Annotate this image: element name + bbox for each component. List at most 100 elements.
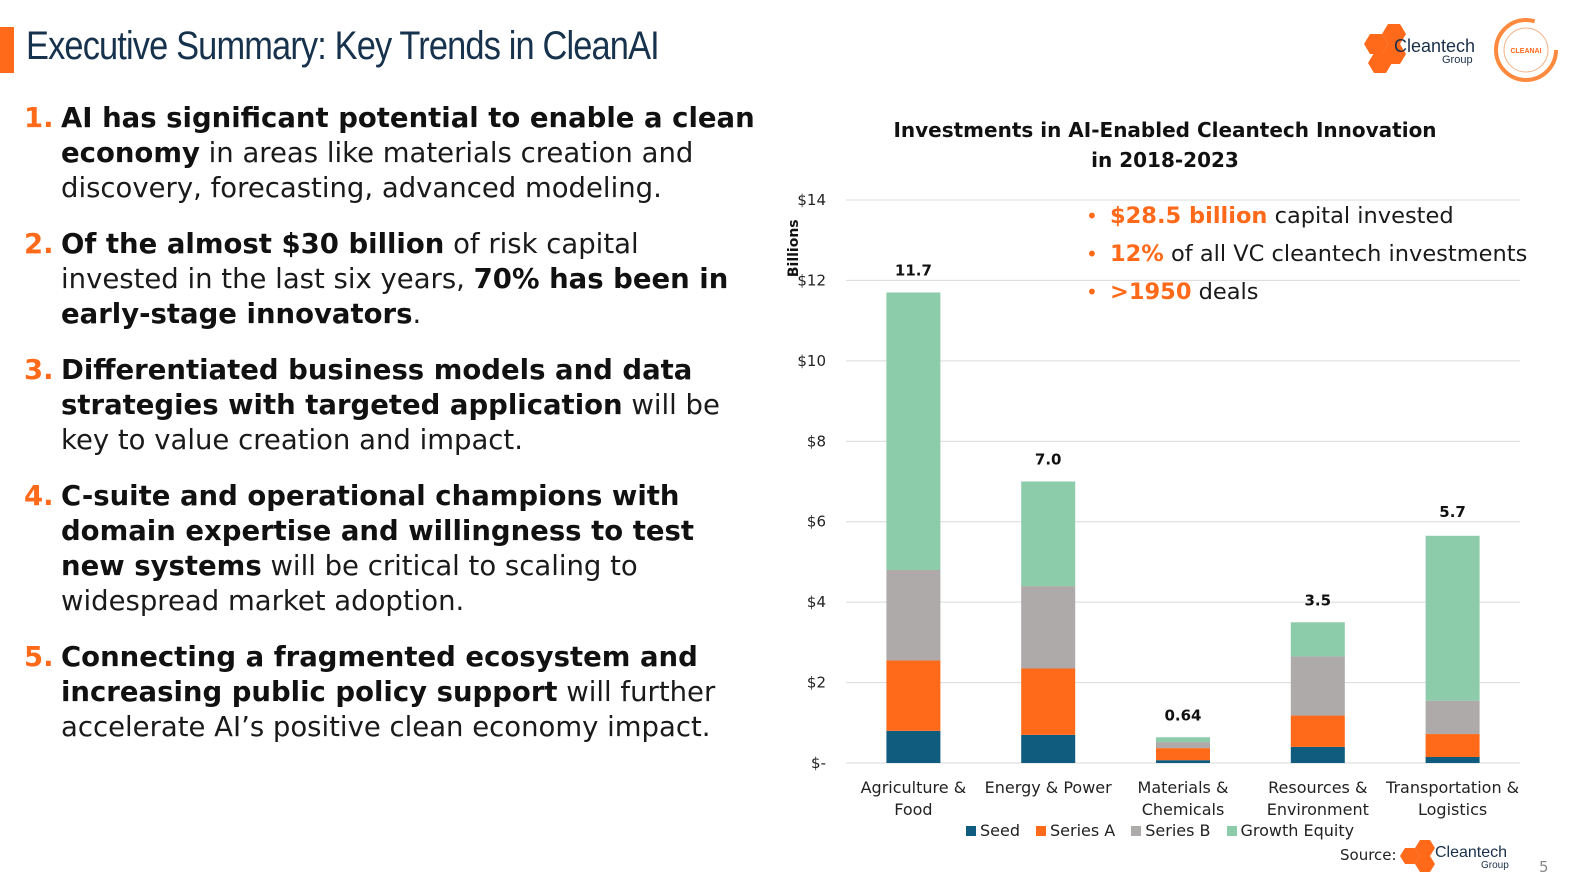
highlight-list: $28.5 billion capital invested 12% of al… xyxy=(1084,197,1527,311)
x-tick-label: Logistics xyxy=(1418,800,1487,819)
item-text: will be critical to scaling to widesprea… xyxy=(61,550,638,617)
legend-label: Series B xyxy=(1145,821,1211,840)
x-tick-label: Agriculture & xyxy=(861,778,967,797)
chart-title: Investments in AI-Enabled Cleantech Inno… xyxy=(893,118,1437,172)
y-tick-label: $12 xyxy=(797,271,826,289)
summary-item: 2. Of the almost $30 billion of risk capi… xyxy=(24,227,764,332)
data-label: 3.5 xyxy=(1305,591,1332,609)
item-number: 2. xyxy=(24,228,54,260)
item-bold: AI has significant potential to enable a… xyxy=(61,102,755,169)
x-tick-label: Energy & Power xyxy=(985,778,1112,797)
item-text: . xyxy=(412,298,422,330)
y-tick-label: $- xyxy=(811,754,826,772)
legend-swatch xyxy=(1131,826,1142,836)
bar-growth-equity xyxy=(1021,481,1076,587)
bar-series-a xyxy=(886,660,941,731)
bar-growth-equity xyxy=(886,292,941,570)
bar-seed xyxy=(1425,756,1480,763)
source-cleantech-logo: Cleantech Group xyxy=(1400,840,1509,872)
data-label: 0.64 xyxy=(1164,706,1201,724)
legend-item: Series B xyxy=(1131,821,1211,840)
legend-label: Seed xyxy=(980,821,1020,840)
hexagon-logo-icon xyxy=(1364,24,1406,73)
bar-series-a xyxy=(1425,734,1480,757)
logo-subtext: Group xyxy=(1442,54,1473,66)
x-tick-label: Resources & xyxy=(1268,778,1367,797)
highlight-text: of all VC cleantech investments xyxy=(1163,241,1528,267)
item-number: 3. xyxy=(24,354,54,386)
y-tick-label: $8 xyxy=(807,432,826,450)
item-text: will further accelerate AI’s positive cl… xyxy=(61,676,716,743)
y-axis-label: Billions xyxy=(786,219,802,277)
x-tick-label: Environment xyxy=(1267,800,1369,819)
item-number: 5. xyxy=(24,641,54,673)
bar-series-b xyxy=(1021,586,1076,669)
item-bold: Connecting a fragmented ecosystem and in… xyxy=(61,641,698,708)
highlight-value: 12% xyxy=(1110,241,1164,267)
highlight-value: >1950 xyxy=(1110,279,1192,305)
legend-item: Seed xyxy=(966,821,1020,840)
bar-series-a xyxy=(1290,715,1345,747)
bar-growth-equity xyxy=(1156,737,1210,743)
highlight-item: >1950 deals xyxy=(1084,273,1527,311)
x-tick-label: Chemicals xyxy=(1142,800,1225,819)
title-accent-bar xyxy=(0,27,14,73)
stacked-bar-chart: $- $2 $4 $6 $8 $10 $12 $14 Billions 11.7 Agricultu… xyxy=(786,191,1520,819)
y-tick-label: $14 xyxy=(797,191,826,209)
highlight-value: $28.5 billion xyxy=(1110,203,1268,229)
item-bold: Of the almost $30 billion xyxy=(61,228,445,260)
item-bold: Differentiated business models and data … xyxy=(61,354,693,421)
highlight-text: deals xyxy=(1191,279,1259,305)
bar-seed xyxy=(1290,746,1345,763)
legend-swatch xyxy=(1226,826,1237,836)
data-label: 5.7 xyxy=(1439,503,1466,521)
source-logo-text: Cleantech xyxy=(1435,844,1507,861)
bar-series-b xyxy=(886,569,941,661)
source-logo-subtext: Group xyxy=(1481,860,1509,871)
legend-swatch xyxy=(966,826,976,836)
item-number: 1. xyxy=(24,102,54,134)
data-label: 7.0 xyxy=(1035,451,1062,469)
y-tick-label: $2 xyxy=(807,674,826,692)
data-label: 11.7 xyxy=(895,261,932,279)
item-text: of risk capital invested in the last six… xyxy=(61,228,639,295)
item-number: 4. xyxy=(24,480,54,512)
item-bold: C-suite and operational champions with d… xyxy=(61,480,695,582)
summary-item: 1. AI has significant potential to enable… xyxy=(24,101,764,206)
x-tick-label: Food xyxy=(894,800,932,819)
highlight-item: $28.5 billion capital invested xyxy=(1084,197,1527,235)
source-label: Source: xyxy=(1340,846,1397,864)
summary-item: 3. Differentiated business models and dat… xyxy=(24,353,764,458)
highlight-item: 12% of all VC cleantech investments xyxy=(1084,235,1527,273)
bar-seed xyxy=(1021,734,1076,763)
item-text: will be key to value creation and impact… xyxy=(61,389,720,456)
bar-series-a xyxy=(1156,748,1210,761)
legend-swatch xyxy=(1036,826,1046,836)
chart-legend: Seed Series A Series B Growth Equity xyxy=(966,821,1370,840)
bar-seed xyxy=(1156,760,1210,763)
cleantech-logo: Cleantech Group CLEANAI xyxy=(1364,18,1558,82)
bar-seed xyxy=(886,730,941,763)
legend-label: Growth Equity xyxy=(1240,821,1355,840)
summary-list: 1. AI has significant potential to enable… xyxy=(24,101,764,766)
item-text: in areas like materials creation and dis… xyxy=(61,137,694,204)
legend-item: Growth Equity xyxy=(1226,821,1355,840)
x-tick-label: Materials & xyxy=(1138,778,1229,797)
badge-text: CLEANAI xyxy=(1510,48,1541,55)
legend-label: Series A xyxy=(1050,821,1116,840)
item-bold: 70% has been in early-stage innovators xyxy=(61,263,729,330)
logo-text: Cleantech xyxy=(1394,36,1475,56)
y-tick-label: $6 xyxy=(807,513,826,531)
legend-item: Series A xyxy=(1036,821,1115,840)
bar-growth-equity xyxy=(1290,622,1345,657)
bar-series-b xyxy=(1156,742,1210,749)
bar-growth-equity xyxy=(1425,535,1480,701)
x-tick-label: Transportation & xyxy=(1385,778,1519,797)
y-tick-label: $4 xyxy=(807,593,826,611)
page-title: Executive Summary: Key Trends in CleanAI xyxy=(26,24,660,68)
bar-series-b xyxy=(1425,700,1480,735)
summary-item: 5. Connecting a fragmented ecosystem and … xyxy=(24,640,764,745)
page-number: 5 xyxy=(1539,858,1549,876)
bar-series-b xyxy=(1290,656,1345,716)
cleanai-badge-icon: CLEANAI xyxy=(1494,18,1558,82)
